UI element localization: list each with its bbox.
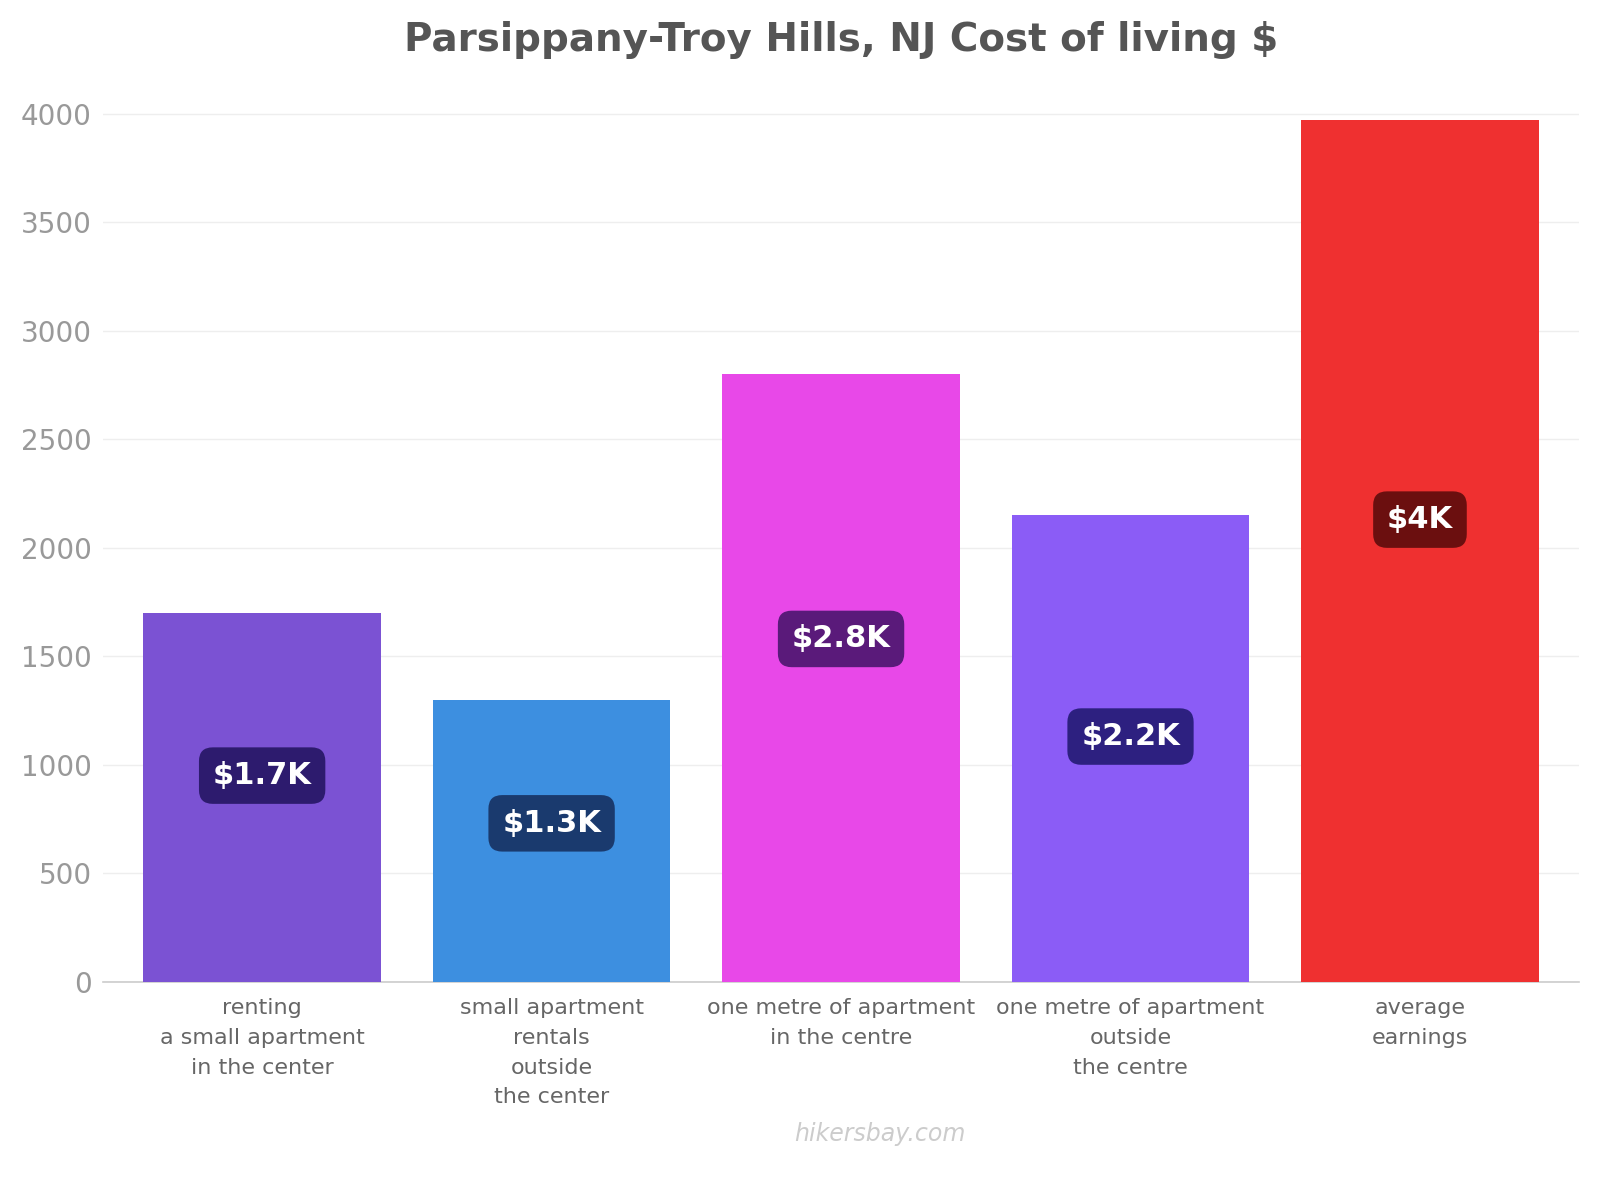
Bar: [1011, 515, 1250, 982]
Bar: [1301, 120, 1539, 982]
Text: $2.8K: $2.8K: [792, 624, 891, 654]
Title: Parsippany-Troy Hills, NJ Cost of living $: Parsippany-Troy Hills, NJ Cost of living…: [403, 20, 1278, 59]
Bar: [434, 700, 670, 982]
Text: $2.2K: $2.2K: [1082, 722, 1179, 751]
Text: $1.3K: $1.3K: [502, 809, 602, 838]
Bar: [722, 374, 960, 982]
Text: $1.7K: $1.7K: [213, 761, 312, 790]
Bar: [144, 613, 381, 982]
Text: hikersbay.com: hikersbay.com: [794, 1122, 966, 1146]
Text: $4K: $4K: [1387, 505, 1453, 534]
